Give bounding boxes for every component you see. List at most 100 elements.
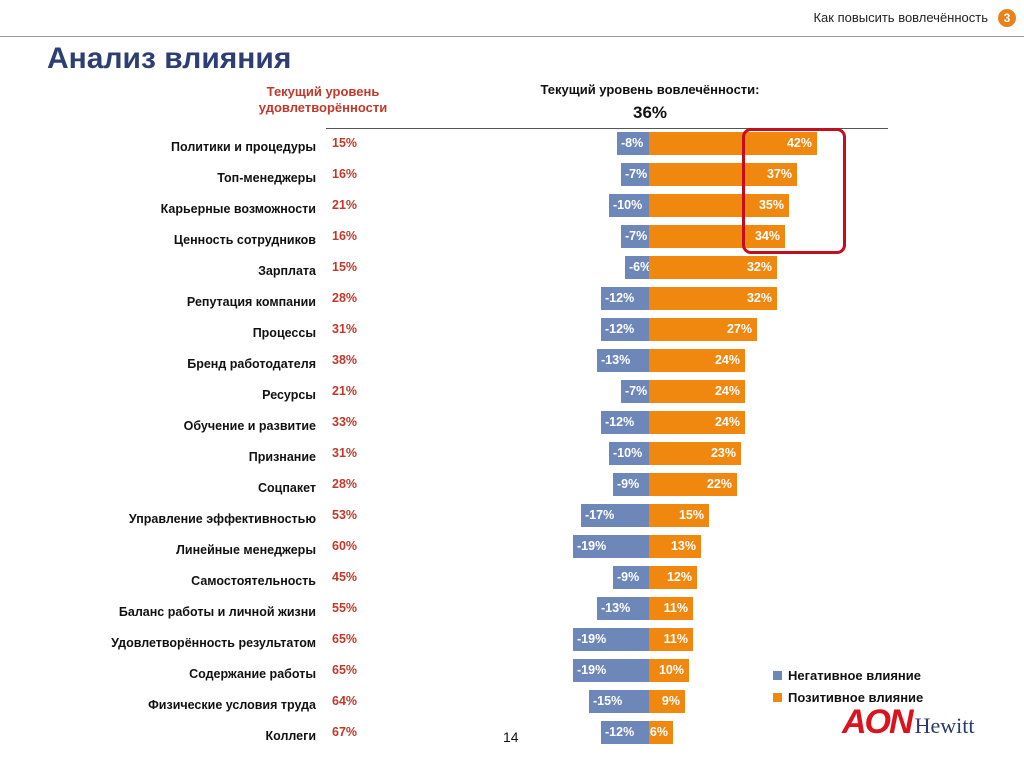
category-label: Зарплата [258,264,316,278]
positive-impact-bar: 9% [649,690,685,713]
negative-impact-bar: -7% [621,163,649,186]
legend-label-positive: Позитивное влияние [788,689,924,705]
positive-impact-bar: 24% [649,380,745,403]
category-label: Баланс работы и личной жизни [118,605,316,619]
category-label: Бренд работодателя [187,357,316,371]
satisfaction-value: 60% [332,539,358,553]
negative-impact-bar: -12% [601,721,649,744]
negative-impact-bar: -6% [625,256,651,279]
satisfaction-value: 21% [332,384,358,398]
negative-impact-bar: -9% [613,566,649,589]
negative-impact-bar: -10% [609,194,649,217]
satisfaction-value: 67% [332,725,358,739]
satisfaction-value: 45% [332,570,358,584]
category-label: Коллеги [265,729,316,743]
header-divider [0,36,1024,37]
satisfaction-value: 15% [332,260,358,274]
legend-swatch-negative [773,670,782,680]
category-label: Самостоятельность [191,574,316,588]
positive-impact-bar: 37% [649,163,797,186]
negative-impact-bar: -19% [573,535,649,558]
negative-impact-bar: -7% [621,225,649,248]
negative-impact-bar: -15% [589,690,649,713]
positive-impact-bar: 10% [649,659,689,682]
chart-top-rule [326,128,888,129]
satisfaction-value: 31% [332,446,358,460]
legend-item-negative: Негативное влияние [773,664,923,686]
section-title: Как повысить вовлечённость [813,10,988,25]
satisfaction-value: 28% [332,291,358,305]
category-label: Линейные менеджеры [176,543,316,557]
legend-label-negative: Негативное влияние [788,667,921,683]
category-label: Признание [248,450,316,464]
positive-impact-bar: 34% [649,225,785,248]
positive-impact-bar: 12% [649,566,697,589]
category-label: Процессы [252,326,316,340]
category-label: Ценность сотрудников [173,233,316,247]
satisfaction-value: 15% [332,136,358,150]
satisfaction-value: 33% [332,415,358,429]
satisfaction-column-header: Текущий уровень удовлетворённости [258,84,388,115]
negative-impact-bar: -12% [601,318,649,341]
satisfaction-value: 31% [332,322,358,336]
negative-impact-bar: -10% [609,442,649,465]
page-title: Анализ влияния [47,42,292,75]
category-label: Карьерные возможности [160,202,316,216]
negative-impact-bar: -8% [617,132,649,155]
negative-impact-bar: -12% [601,411,649,434]
engagement-value: 36% [632,103,668,122]
negative-impact-bar: -13% [597,597,649,620]
category-label: Соцпакет [257,481,316,495]
positive-impact-bar: 23% [649,442,741,465]
negative-impact-bar: -9% [613,473,649,496]
positive-impact-bar: 27% [649,318,757,341]
satisfaction-value: 16% [332,167,358,181]
category-label: Политики и процедуры [171,140,316,154]
satisfaction-value: 16% [332,229,358,243]
engagement-header: Текущий уровень вовлечённости: [540,82,760,97]
category-label: Топ-менеджеры [217,171,316,185]
satisfaction-value: 21% [332,198,358,212]
category-label: Репутация компании [186,295,316,309]
positive-impact-bar: 24% [649,349,745,372]
category-label: Удовлетворённость результатом [111,636,316,650]
satisfaction-value: 64% [332,694,358,708]
logo-hewitt-text: Hewitt [914,713,975,738]
positive-impact-bar: 32% [649,256,777,279]
legend-swatch-positive [773,692,782,702]
positive-impact-bar: 24% [649,411,745,434]
positive-impact-bar: 6% [649,721,673,744]
satisfaction-value: 53% [332,508,358,522]
category-label: Содержание работы [189,667,316,681]
highlight-box [742,128,846,254]
negative-impact-bar: -12% [601,287,649,310]
satisfaction-value: 65% [332,663,358,677]
satisfaction-value: 28% [332,477,358,491]
satisfaction-value: 38% [332,353,358,367]
positive-impact-bar: 13% [649,535,701,558]
negative-impact-bar: -19% [573,659,649,682]
negative-impact-bar: -7% [621,380,649,403]
negative-impact-bar: -17% [581,504,649,527]
positive-impact-bar: 35% [649,194,789,217]
positive-impact-bar: 11% [649,597,693,620]
positive-impact-bar: 11% [649,628,693,651]
negative-impact-bar: -19% [573,628,649,651]
positive-impact-bar: 22% [649,473,737,496]
chart-legend: Негативное влияние Позитивное влияние [773,664,923,708]
negative-impact-bar: -13% [597,349,649,372]
page-number: 14 [503,729,519,745]
category-label: Управление эффективностью [128,512,316,526]
legend-item-positive: Позитивное влияние [773,686,923,708]
category-label: Ресурсы [262,388,316,402]
category-label: Обучение и развитие [183,419,316,433]
section-number-badge: 3 [998,9,1016,27]
positive-impact-bar: 32% [649,287,777,310]
category-label: Физические условия труда [148,698,316,712]
satisfaction-value: 65% [332,632,358,646]
satisfaction-value: 55% [332,601,358,615]
aon-hewitt-logo: AON Hewitt [842,705,974,739]
logo-aon-text: AON [842,703,914,741]
positive-impact-bar: 15% [649,504,709,527]
positive-impact-bar: 42% [649,132,817,155]
